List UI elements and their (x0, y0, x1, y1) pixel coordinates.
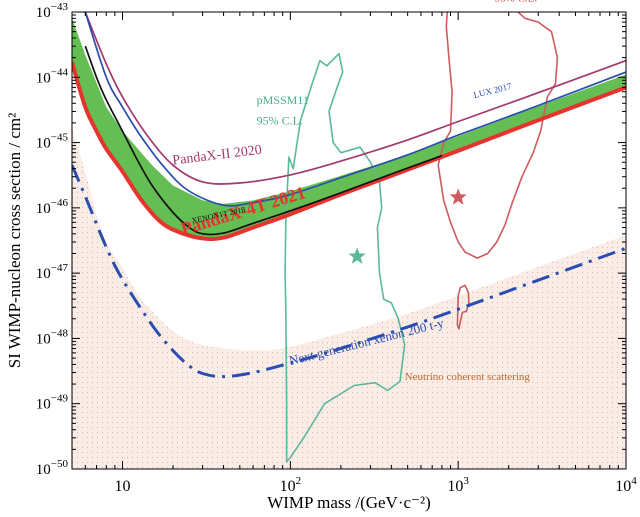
x-tick-label: 10 (115, 478, 131, 495)
x-axis-label: WIMP mass /(GeV·c⁻²) (267, 493, 431, 512)
pandax-ii-2020-curve (84, 12, 626, 185)
plot-frame (71, 11, 627, 470)
y-tick-label: 10−43 (36, 1, 69, 21)
neutrino-floor-texture (72, 127, 626, 469)
annotation-95-c-l: 95% C.L. (495, 0, 538, 4)
plot-area (72, 12, 626, 469)
annotation-95-c-l: 95% C.L. (257, 113, 303, 127)
sub-gut-95-c-l-contour (437, 12, 559, 259)
annotation-lux-2017: LUX 2017 (473, 81, 513, 100)
axes: 10 102 103 104 10−43 10−44 10−45 10−46 10−47 10−4… (36, 1, 637, 495)
annotation-pandax-ii-2020: PandaX-II 2020 (172, 143, 263, 169)
x-tick-label: 103 (447, 475, 469, 495)
annotation-neutrino-coherent-scattering: Neutrino coherent scattering (405, 371, 531, 383)
xenon1t-2018-curve (84, 45, 443, 236)
annotation-pmssm11: pMSSM11 (257, 93, 309, 107)
y-tick-label: 10−48 (36, 327, 69, 347)
pmssm11-95-c-l-best-fit-star (348, 247, 366, 264)
y-tick-label: 10−46 (36, 197, 69, 217)
pandax-4t-2021-curve (72, 61, 626, 242)
y-tick-label: 10−45 (36, 132, 69, 152)
lux-2017-curve (84, 12, 626, 207)
next-generation-xenon-200-t-y-curve (72, 164, 626, 379)
sub-gut-95-c-l-best-fit-star (449, 188, 467, 205)
y-axis-label: SI WIMP-nucleon cross section / cm² (5, 113, 24, 369)
y-tick-label: 10−49 (36, 393, 69, 413)
y-tick-label: 10−44 (36, 66, 69, 86)
sub-gut-lower-island-contour (456, 284, 470, 330)
sensitivity-band (72, 18, 626, 239)
pmssm11-95-c-l-contour (284, 52, 406, 463)
y-tick-label: 10−50 (36, 458, 69, 478)
x-tick-label: 104 (615, 475, 637, 495)
y-tick-label: 10−47 (36, 262, 69, 282)
x-tick-label: 102 (280, 475, 302, 495)
